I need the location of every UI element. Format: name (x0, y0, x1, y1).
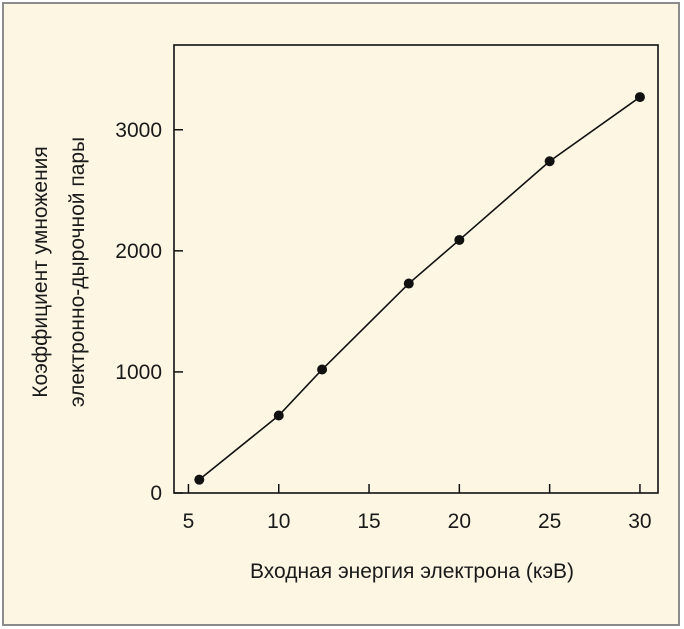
data-point (403, 278, 414, 289)
data-point (634, 92, 645, 103)
data-point (544, 156, 555, 167)
x-tick-label: 30 (628, 510, 651, 533)
y-tick-label: 1000 (115, 361, 162, 384)
x-tick-label: 5 (183, 510, 195, 533)
x-tick-label: 25 (538, 510, 561, 533)
y-axis-ticks: 0 1000 2000 3000 (115, 119, 183, 505)
data-point (194, 474, 205, 485)
data-point (317, 364, 328, 375)
series-layer (194, 92, 645, 485)
y-tick-label: 3000 (115, 119, 162, 142)
y-tick-label: 2000 (115, 240, 162, 263)
series-line (198, 96, 641, 481)
plot-frame (173, 44, 659, 494)
x-tick-label: 20 (448, 510, 471, 533)
y-axis-title-line-2: электронно-дырочной пары (66, 137, 89, 407)
x-tick-label: 15 (357, 510, 380, 533)
y-tick-label: 0 (150, 482, 162, 505)
data-point (454, 234, 465, 245)
data-point (273, 410, 284, 421)
x-tick-label: 10 (267, 510, 290, 533)
x-axis-ticks: 5 10 15 20 25 30 (183, 484, 652, 533)
y-axis-title-line-1: Коэффициент умножения (29, 146, 52, 398)
chart: 5 10 15 20 25 30 0 1000 2000 3000 Входная энерги… (29, 44, 659, 583)
x-axis-title: Входная энергия электрона (кэВ) (250, 560, 574, 583)
